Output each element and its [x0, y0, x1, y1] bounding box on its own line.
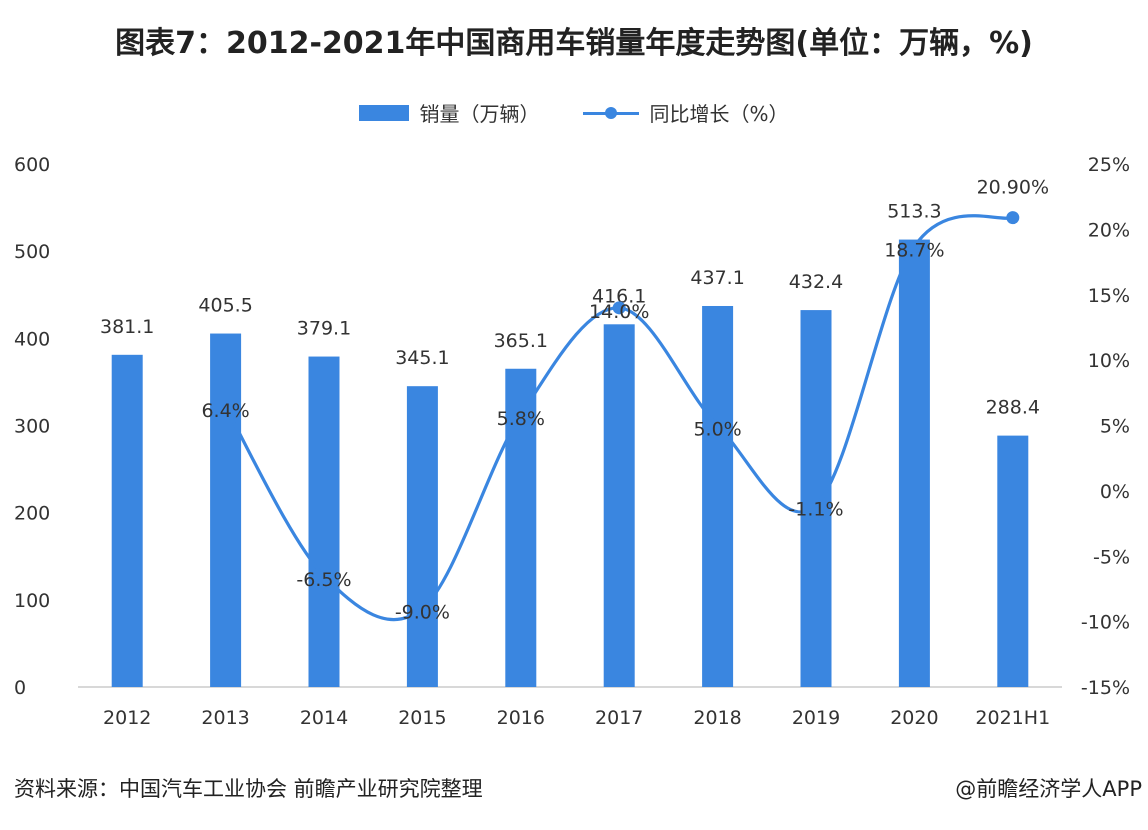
- bar-value-label: 379.1: [297, 318, 351, 340]
- y-right-tick-label: 25%: [1088, 154, 1130, 176]
- y-left-tick-label: 500: [14, 241, 50, 263]
- x-tick-label: 2016: [497, 707, 545, 729]
- legend: 销量（万辆） 同比增长（%）: [0, 98, 1148, 127]
- growth-value-label: -9.0%: [395, 602, 450, 624]
- x-tick-label: 2020: [890, 707, 938, 729]
- bar-sales: [505, 368, 537, 687]
- x-tick-label: 2013: [201, 707, 249, 729]
- y-right-tick-label: 5%: [1100, 416, 1130, 438]
- bar-value-label: 365.1: [494, 330, 548, 352]
- y-left-tick-label: 0: [14, 677, 26, 699]
- legend-line-swatch: [583, 105, 640, 121]
- y-left-tick-label: 600: [14, 154, 50, 176]
- bar-value-label: 288.4: [986, 397, 1040, 419]
- chart-plot: 0 100 200 300 400 500 600 -15% -10% -5% 0% 5% 10% 15%…: [14, 154, 1130, 729]
- bar-value-label: 405.5: [198, 295, 252, 317]
- x-tick-label: 2017: [595, 707, 643, 729]
- growth-value-label: 5.8%: [497, 408, 545, 430]
- y-left-tick-label: 400: [14, 328, 50, 350]
- x-tick-label: 2019: [792, 707, 840, 729]
- bar-value-label: 381.1: [100, 316, 154, 338]
- growth-value-label: 20.90%: [977, 177, 1049, 199]
- legend-label-sales: 销量（万辆）: [419, 102, 540, 126]
- bar-value-label: 432.4: [789, 271, 843, 293]
- legend-label-growth: 同比增长（%）: [649, 102, 789, 126]
- y-right-tick-label: 15%: [1088, 285, 1130, 307]
- bar-sales: [603, 324, 635, 687]
- bar-value-label: 437.1: [690, 267, 744, 289]
- bar-value-label: 513.3: [887, 201, 941, 223]
- x-tick-label: 2012: [103, 707, 151, 729]
- y-right-tick-label: -5%: [1093, 546, 1130, 568]
- bar-value-label: 345.1: [395, 347, 449, 369]
- chart-title: 图表7：2012-2021年中国商用车销量年度走势图(单位：万辆，%): [115, 26, 1033, 61]
- legend-item-sales: 销量（万辆）: [359, 98, 539, 127]
- legend-item-growth: 同比增长（%）: [583, 98, 789, 127]
- x-tick-label: 2014: [300, 707, 348, 729]
- growth-value-label: 18.7%: [884, 239, 944, 261]
- bar-sales: [406, 386, 438, 687]
- y-right-tick-label: 20%: [1088, 219, 1130, 241]
- bar-sales: [210, 333, 242, 687]
- x-tick-label: 2018: [693, 707, 741, 729]
- source-note: 资料来源：中国汽车工业协会 前瞻产业研究院整理: [14, 777, 483, 801]
- bar-sales: [308, 356, 340, 687]
- y-right-tick-label: -10%: [1081, 612, 1130, 634]
- growth-point-marker: [1006, 211, 1020, 225]
- bar-sales: [800, 310, 832, 687]
- bar-sales: [111, 354, 143, 687]
- x-tick-label: 2021H1: [975, 707, 1050, 729]
- y-right-tick-label: 10%: [1088, 350, 1130, 372]
- bar-sales: [898, 239, 930, 688]
- legend-bar-swatch: [359, 104, 410, 121]
- growth-point-marker: [612, 301, 626, 315]
- bar-value-label: 416.1: [592, 285, 646, 307]
- x-tick-label: 2015: [398, 707, 446, 729]
- bar-sales: [702, 305, 734, 687]
- y-left-tick-label: 300: [14, 416, 50, 438]
- y-left-tick-label: 200: [14, 503, 50, 525]
- y-left-tick-label: 100: [14, 590, 50, 612]
- growth-value-label: 14.0%: [589, 301, 649, 323]
- bar-sales: [997, 435, 1029, 687]
- growth-value-label: -6.5%: [296, 569, 351, 591]
- growth-value-label: -1.1%: [788, 498, 843, 520]
- growth-value-label: 6.4%: [201, 400, 249, 422]
- growth-value-label: 5.0%: [693, 419, 741, 441]
- credit-note: @前瞻经济学人APP: [955, 777, 1142, 801]
- y-right-tick-label: -15%: [1081, 677, 1130, 699]
- y-right-tick-label: 0%: [1100, 481, 1130, 503]
